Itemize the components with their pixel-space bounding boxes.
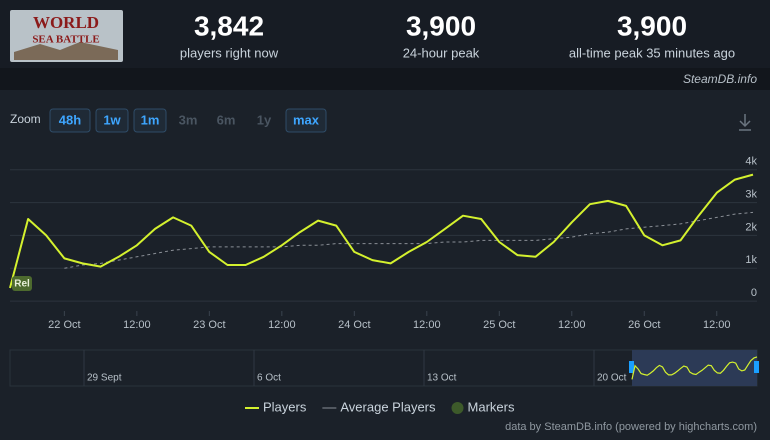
y-tick-label: 4k xyxy=(745,156,757,168)
x-tick-label: 12:00 xyxy=(123,319,151,331)
navigator-handle[interactable] xyxy=(754,361,759,373)
stat-label: players right now xyxy=(180,45,279,60)
annotation-box xyxy=(12,276,32,291)
y-tick-label: 1k xyxy=(745,254,757,266)
download-icon[interactable] xyxy=(739,114,751,131)
source-band xyxy=(0,68,770,90)
navigator-label: 6 Oct xyxy=(257,373,281,384)
chart-bg xyxy=(0,90,770,440)
x-tick-label: 12:00 xyxy=(413,319,441,331)
series-line xyxy=(64,211,754,269)
navigator-label: 20 Oct xyxy=(597,373,627,384)
navigator-line xyxy=(631,356,758,380)
navigator-label: 29 Sept xyxy=(87,373,122,384)
logo-subtitle: SEA BATTLE xyxy=(32,34,99,46)
icon-stroke xyxy=(739,120,751,128)
logo-title: WORLD xyxy=(33,13,99,32)
stat-value: 3,842 xyxy=(194,10,264,41)
y-tick-label: 2k xyxy=(745,221,757,233)
stat-value: 3,900 xyxy=(617,10,687,41)
zoom-button-label[interactable]: 1w xyxy=(103,112,121,127)
legend-label[interactable]: Markers xyxy=(468,399,515,414)
zoom-button-label: 3m xyxy=(179,112,198,127)
y-tick-label: 3k xyxy=(745,188,757,200)
zoom-button-label[interactable]: max xyxy=(293,112,320,127)
x-tick-label: 12:00 xyxy=(558,319,586,331)
zoom-button[interactable] xyxy=(95,108,129,133)
navigator-label: 13 Oct xyxy=(427,373,457,384)
logo: WORLD SEA BATTLE xyxy=(10,10,123,62)
navigator-window[interactable] xyxy=(632,350,757,386)
credits: data by SteamDB.info (powered by highcha… xyxy=(505,421,757,433)
zoom-button[interactable] xyxy=(285,108,327,133)
y-tick-label: 0 xyxy=(751,287,757,299)
zoom-button[interactable] xyxy=(133,108,167,133)
zoom-button-label: 6m xyxy=(217,112,236,127)
x-tick-label: 12:00 xyxy=(703,319,731,331)
x-tick-label: 22 Oct xyxy=(48,319,80,331)
zoom-button[interactable] xyxy=(49,108,91,133)
zoom-button-label: 1y xyxy=(257,112,272,127)
header-bg xyxy=(0,0,770,68)
x-tick-label: 23 Oct xyxy=(193,319,225,331)
stat-label: 24-hour peak xyxy=(403,45,480,60)
stat-value: 3,900 xyxy=(406,10,476,41)
logo-ship xyxy=(14,42,118,60)
stat-label: all-time peak 35 minutes ago xyxy=(569,45,735,60)
legend-label[interactable]: Players xyxy=(263,399,307,414)
navigator-handle[interactable] xyxy=(629,361,634,373)
x-tick-label: 12:00 xyxy=(268,319,296,331)
x-tick-label: 24 Oct xyxy=(338,319,370,331)
zoom-label: Zoom xyxy=(10,112,41,126)
x-tick-label: 25 Oct xyxy=(483,319,515,331)
series-line xyxy=(9,173,754,289)
zoom-button-label[interactable]: 48h xyxy=(59,112,81,127)
zoom-button-label[interactable]: 1m xyxy=(141,112,160,127)
legend-marker-swatch xyxy=(451,402,464,414)
annotation-label: Rel xyxy=(14,279,30,290)
legend-label[interactable]: Average Players xyxy=(340,399,436,414)
x-tick-label: 26 Oct xyxy=(628,319,660,331)
source-link[interactable]: SteamDB.info xyxy=(683,72,757,86)
